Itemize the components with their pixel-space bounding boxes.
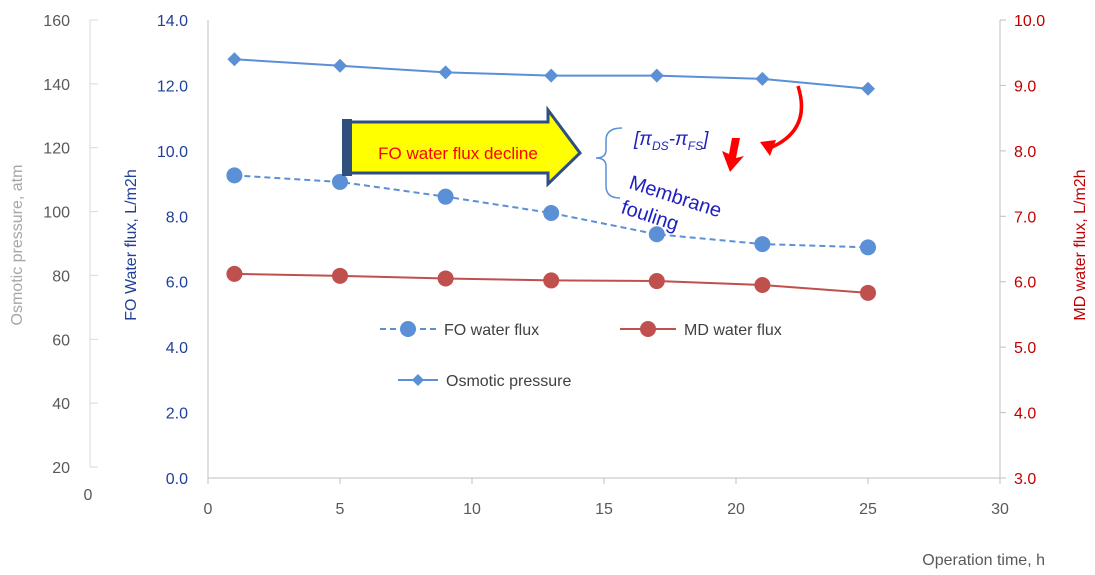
- md-tick-label: 3.0: [1014, 471, 1036, 488]
- osmotic-difference-label: [πDS-πFS]: [633, 129, 709, 153]
- osmotic-tick-label: 40: [52, 396, 70, 413]
- osmotic-tick-label: 120: [43, 141, 70, 158]
- pi-sub-ds: DS: [652, 139, 669, 153]
- x-tick-label: 15: [595, 501, 613, 518]
- legend-fo-water-flux-label: FO water flux: [444, 322, 539, 339]
- legend-md-water-flux-label: MD water flux: [684, 322, 782, 339]
- legend: FO water flux MD water flux Osmotic pressu…: [380, 321, 782, 390]
- annotation-layer: FO water flux decline [πDS-πFS] Membrane…: [342, 85, 804, 236]
- osmotic-origin-label: 0: [84, 487, 93, 504]
- pi-mid: -π: [669, 129, 689, 150]
- fo-water-flux-point: [332, 173, 348, 190]
- red-down-arrow: [722, 138, 744, 172]
- osmotic-pressure-point: [755, 71, 770, 86]
- axes-layer: 0.0 2.0 4.0 6.0 8.0 10.0 12.0 14.0 3.0 4.0 5.0 6.0 7…: [43, 13, 1045, 518]
- pi-suffix: ]: [701, 129, 709, 150]
- osmotic-tick-label: 160: [43, 13, 70, 30]
- md-tick-label: 7.0: [1014, 209, 1036, 226]
- fo-tick-label: 0.0: [166, 471, 188, 488]
- brace: [595, 127, 623, 199]
- fo-tick-label: 10.0: [157, 144, 188, 161]
- md-tick-label: 5.0: [1014, 340, 1036, 357]
- pi-sub-fs: FS: [688, 139, 703, 153]
- x-axis-title: Operation time, h: [922, 552, 1045, 569]
- fo-tick-label: 12.0: [157, 78, 188, 95]
- fo-water-flux-point: [648, 226, 665, 243]
- md-tick-label: 10.0: [1014, 13, 1045, 30]
- md-water-flux-point: [226, 265, 243, 282]
- osmotic-pressure-point: [649, 68, 664, 83]
- md-tick-label: 4.0: [1014, 406, 1036, 423]
- osmotic-tick-label: 20: [52, 460, 70, 477]
- fo-tick-label: 14.0: [157, 13, 188, 30]
- osmotic-pressure-point: [861, 81, 875, 96]
- fo-water-flux-point: [437, 188, 454, 205]
- osmotic-pressure-point: [333, 58, 347, 73]
- osmotic-tick-label: 80: [52, 268, 70, 285]
- osmotic-pressure-point: [438, 65, 453, 80]
- md-water-flux-point: [332, 267, 348, 284]
- flux-decline-label: FO water flux decline: [378, 144, 538, 163]
- osmotic-pressure-point: [544, 68, 559, 83]
- md-tick-label: 6.0: [1014, 275, 1036, 292]
- flux-decline-arrow: [346, 105, 582, 188]
- md-tick-label: 9.0: [1014, 78, 1036, 95]
- axis-labels: Operation time, h Osmotic pressure, atm FO…: [9, 165, 1089, 569]
- legend-fo-water-flux-marker: [400, 321, 416, 337]
- osmotic-tick-label: 140: [43, 77, 70, 94]
- md-water-flux-point: [648, 273, 665, 290]
- red-curved-arrow-head: [760, 140, 776, 156]
- x-tick-label: 25: [859, 501, 877, 518]
- pi-prefix: [π: [633, 129, 653, 150]
- osmotic-tick-label: 60: [52, 332, 70, 349]
- md-water-flux-point: [860, 284, 876, 301]
- osmotic-tick-label: 100: [43, 205, 70, 222]
- fo-water-flux-point: [226, 167, 243, 184]
- fo-tick-label: 4.0: [166, 340, 188, 357]
- x-tick-label: 5: [336, 501, 345, 518]
- md-water-flux-point: [543, 272, 560, 289]
- legend-osmotic-pressure-marker: [412, 374, 424, 386]
- series-layer: [226, 52, 876, 301]
- red-curved-arrow: [769, 85, 804, 150]
- x-tick-label: 20: [727, 501, 745, 518]
- flux-decline-arrow-shade: [342, 119, 352, 176]
- fo-water-flux-point: [543, 205, 560, 222]
- x-tick-label: 0: [204, 501, 213, 518]
- fo-tick-label: 6.0: [166, 275, 188, 292]
- md-water-flux-point: [754, 276, 771, 293]
- x-tick-label: 30: [991, 501, 1009, 518]
- fo-water-flux-point: [860, 239, 876, 256]
- osmotic-axis-title: Osmotic pressure, atm: [9, 165, 26, 326]
- osmotic-pressure-point: [227, 52, 242, 67]
- x-tick-label: 10: [463, 501, 481, 518]
- md-axis-title: MD water flux, L/m2h: [1072, 169, 1089, 320]
- fo-tick-label: 8.0: [166, 209, 188, 226]
- md-water-flux-point: [437, 270, 454, 287]
- md-tick-label: 8.0: [1014, 144, 1036, 161]
- fo-tick-label: 2.0: [166, 406, 188, 423]
- fo-axis-title: FO Water flux, L/m2h: [123, 169, 140, 320]
- fo-water-flux-point: [754, 236, 771, 253]
- legend-osmotic-pressure-label: Osmotic pressure: [446, 373, 571, 390]
- legend-md-water-flux-marker: [640, 321, 656, 337]
